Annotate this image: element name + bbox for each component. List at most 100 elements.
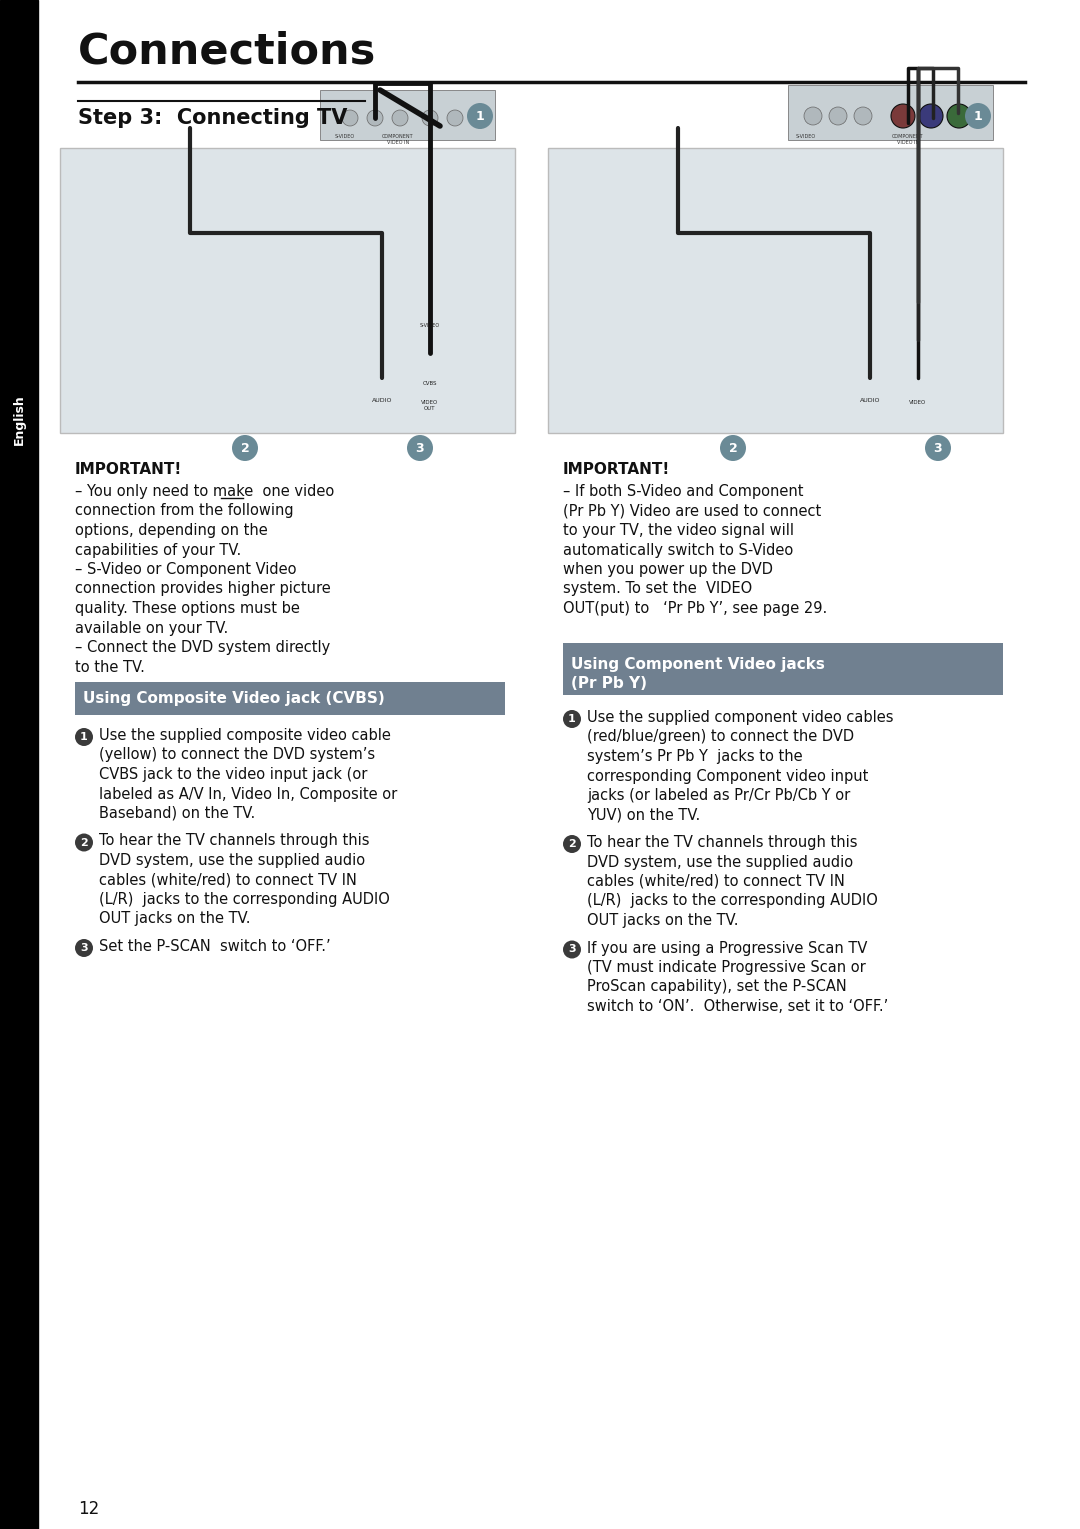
- Bar: [568, 297, 623, 315]
- Text: Step 3:  Connecting TV: Step 3: Connecting TV: [78, 109, 348, 128]
- Circle shape: [591, 326, 600, 336]
- Circle shape: [470, 109, 490, 128]
- Bar: [568, 398, 623, 414]
- Bar: [656, 180, 735, 401]
- Circle shape: [121, 326, 131, 336]
- Text: 2: 2: [80, 838, 87, 847]
- Text: 1: 1: [974, 110, 983, 122]
- Bar: [168, 180, 248, 401]
- Text: VIDEO
OUT: VIDEO OUT: [421, 401, 438, 411]
- Text: COMPONENT
VIDEO IN: COMPONENT VIDEO IN: [382, 135, 414, 145]
- Text: options, depending on the: options, depending on the: [75, 523, 268, 538]
- Text: (yellow) to connect the DVD system’s: (yellow) to connect the DVD system’s: [99, 748, 375, 763]
- Circle shape: [373, 349, 391, 367]
- Text: (L/R)  jacks to the corresponding AUDIO: (L/R) jacks to the corresponding AUDIO: [99, 891, 390, 907]
- Bar: [411, 173, 470, 408]
- Circle shape: [85, 301, 95, 310]
- Circle shape: [103, 251, 113, 261]
- Text: cables (white/red) to connect TV IN: cables (white/red) to connect TV IN: [99, 873, 356, 887]
- Circle shape: [609, 277, 619, 286]
- Bar: [568, 248, 623, 265]
- Bar: [80, 372, 135, 390]
- Text: 1: 1: [80, 732, 87, 742]
- Bar: [552, 156, 632, 425]
- Text: OUT jacks on the TV.: OUT jacks on the TV.: [99, 911, 251, 927]
- Text: AUDIO: AUDIO: [372, 398, 392, 404]
- Text: S-VIDEO: S-VIDEO: [796, 135, 816, 139]
- Bar: [648, 173, 863, 408]
- Circle shape: [591, 352, 600, 361]
- Text: – S-Video or Component Video: – S-Video or Component Video: [75, 563, 297, 576]
- Circle shape: [85, 277, 95, 286]
- Circle shape: [563, 709, 581, 728]
- Bar: [552, 156, 566, 425]
- Bar: [568, 272, 623, 291]
- Text: CVBS: CVBS: [422, 381, 437, 385]
- Text: 1: 1: [475, 110, 484, 122]
- Bar: [80, 398, 135, 414]
- Text: connection provides higher picture: connection provides higher picture: [75, 581, 330, 596]
- Text: (L/R)  jacks to the corresponding AUDIO: (L/R) jacks to the corresponding AUDIO: [588, 893, 878, 908]
- Circle shape: [591, 277, 600, 286]
- Circle shape: [422, 110, 438, 125]
- Text: 1: 1: [568, 714, 576, 725]
- Text: jacks (or labeled as Pr/Cr Pb/Cb Y or: jacks (or labeled as Pr/Cr Pb/Cb Y or: [588, 787, 850, 803]
- Text: (Pr Pb Y) Video are used to connect: (Pr Pb Y) Video are used to connect: [563, 503, 821, 518]
- Bar: [80, 248, 135, 265]
- Text: 3: 3: [934, 442, 943, 454]
- Bar: [788, 86, 993, 141]
- Circle shape: [447, 110, 463, 125]
- Text: available on your TV.: available on your TV.: [75, 621, 228, 636]
- Text: Use the supplied component video cables: Use the supplied component video cables: [588, 709, 893, 725]
- Circle shape: [573, 301, 583, 310]
- Text: 3: 3: [416, 442, 424, 454]
- Text: automatically switch to S-Video: automatically switch to S-Video: [563, 543, 793, 558]
- Text: CVBS jack to the video input jack (or: CVBS jack to the video input jack (or: [99, 768, 367, 781]
- Text: labeled as A/V In, Video In, Composite or: labeled as A/V In, Video In, Composite o…: [99, 786, 397, 801]
- Text: IMPORTANT!: IMPORTANT!: [563, 462, 671, 477]
- Circle shape: [905, 289, 931, 315]
- Text: VIDEO: VIDEO: [909, 401, 927, 405]
- Text: (red/blue/green) to connect the DVD: (red/blue/green) to connect the DVD: [588, 729, 854, 745]
- Circle shape: [720, 434, 746, 462]
- Circle shape: [75, 833, 93, 852]
- Circle shape: [947, 104, 971, 128]
- Text: Set the P-SCAN  switch to ‘OFF.’: Set the P-SCAN switch to ‘OFF.’: [99, 939, 330, 954]
- Text: To hear the TV channels through this: To hear the TV channels through this: [99, 833, 369, 849]
- Text: To hear the TV channels through this: To hear the TV channels through this: [588, 835, 858, 850]
- Text: OUT jacks on the TV.: OUT jacks on the TV.: [588, 913, 739, 928]
- Circle shape: [563, 940, 581, 959]
- Text: system. To set the  VIDEO: system. To set the VIDEO: [563, 581, 753, 596]
- Text: – Connect the DVD system directly: – Connect the DVD system directly: [75, 641, 330, 654]
- Circle shape: [861, 368, 879, 387]
- Circle shape: [75, 728, 93, 746]
- Circle shape: [591, 376, 600, 385]
- Circle shape: [85, 352, 95, 361]
- Text: to the TV.: to the TV.: [75, 659, 145, 674]
- Text: YUV) on the TV.: YUV) on the TV.: [588, 807, 700, 823]
- Text: 2: 2: [568, 839, 576, 849]
- Text: 12: 12: [78, 1500, 99, 1518]
- Circle shape: [861, 349, 879, 367]
- Circle shape: [591, 301, 600, 310]
- Circle shape: [467, 102, 492, 128]
- Circle shape: [609, 376, 619, 385]
- Circle shape: [418, 341, 442, 365]
- Bar: [320, 90, 495, 141]
- Circle shape: [573, 352, 583, 361]
- Bar: [0, 0, 38, 1529]
- Circle shape: [609, 352, 619, 361]
- Bar: [563, 644, 1003, 696]
- Circle shape: [609, 301, 619, 310]
- Circle shape: [919, 104, 943, 128]
- Circle shape: [103, 352, 113, 361]
- Circle shape: [85, 326, 95, 336]
- Bar: [900, 173, 958, 408]
- Text: ProScan capability), set the P-SCAN: ProScan capability), set the P-SCAN: [588, 980, 847, 994]
- Text: corresponding Component video input: corresponding Component video input: [588, 769, 868, 783]
- Bar: [80, 347, 135, 365]
- Bar: [80, 323, 135, 339]
- Circle shape: [121, 401, 131, 411]
- Text: system’s Pr Pb Y  jacks to the: system’s Pr Pb Y jacks to the: [588, 749, 802, 764]
- Circle shape: [232, 434, 258, 462]
